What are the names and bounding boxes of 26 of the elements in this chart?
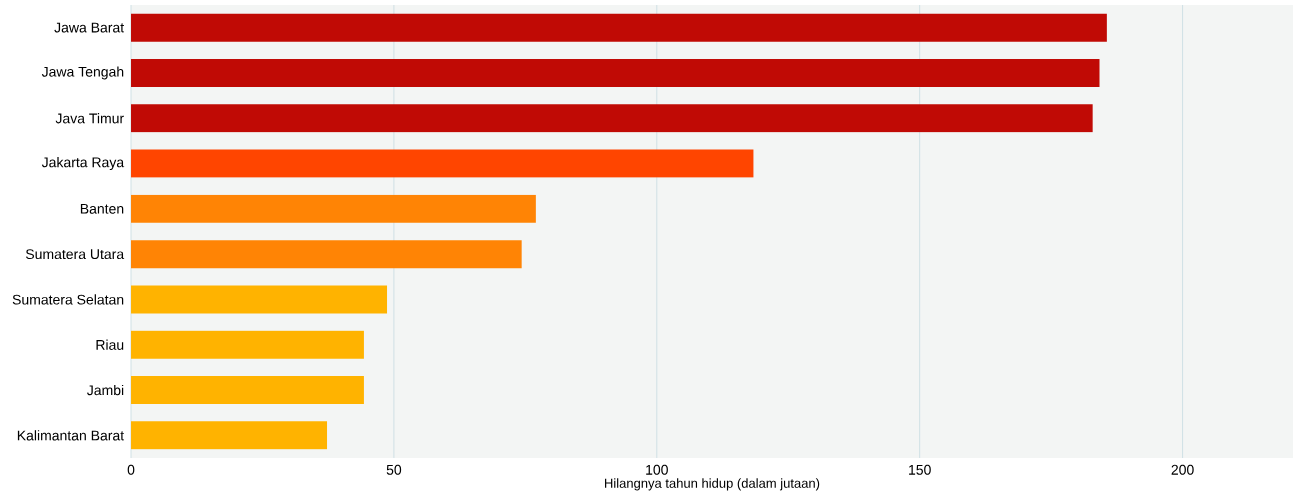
y-tick-label: Jakarta Raya xyxy=(41,156,125,171)
bar xyxy=(131,194,536,223)
y-tick-label: Jambi xyxy=(87,384,124,396)
x-axis-title: Hilangnya tahun hidup (dalam jutaan) xyxy=(605,478,820,491)
y-tick-label: Riau xyxy=(96,339,124,350)
bar xyxy=(131,285,388,314)
bar xyxy=(131,421,328,450)
x-tick-label: 200 xyxy=(1171,464,1194,475)
bar xyxy=(131,13,1107,42)
x-tick-label: 0 xyxy=(127,464,135,475)
bar xyxy=(131,330,364,359)
x-tick-label: 150 xyxy=(909,464,931,475)
y-tick-label: Sumatera Selatan xyxy=(12,294,124,305)
y-tick-label: Java Timur xyxy=(55,113,124,124)
y-tick-label: Jawa Barat xyxy=(54,22,125,33)
y-tick-label: Banten xyxy=(80,203,124,214)
bar xyxy=(131,376,364,405)
bar xyxy=(131,149,754,178)
y-tick-label: Kalimantan Barat xyxy=(17,430,125,441)
x-tick-label: 100 xyxy=(646,464,668,475)
bar xyxy=(131,58,1100,87)
bar xyxy=(131,104,1093,133)
bar xyxy=(131,240,522,269)
x-tick-label: 50 xyxy=(386,464,402,475)
y-tick-label: Sumatera Utara xyxy=(25,249,125,260)
y-tick-label: Jawa Tengah xyxy=(41,66,124,80)
